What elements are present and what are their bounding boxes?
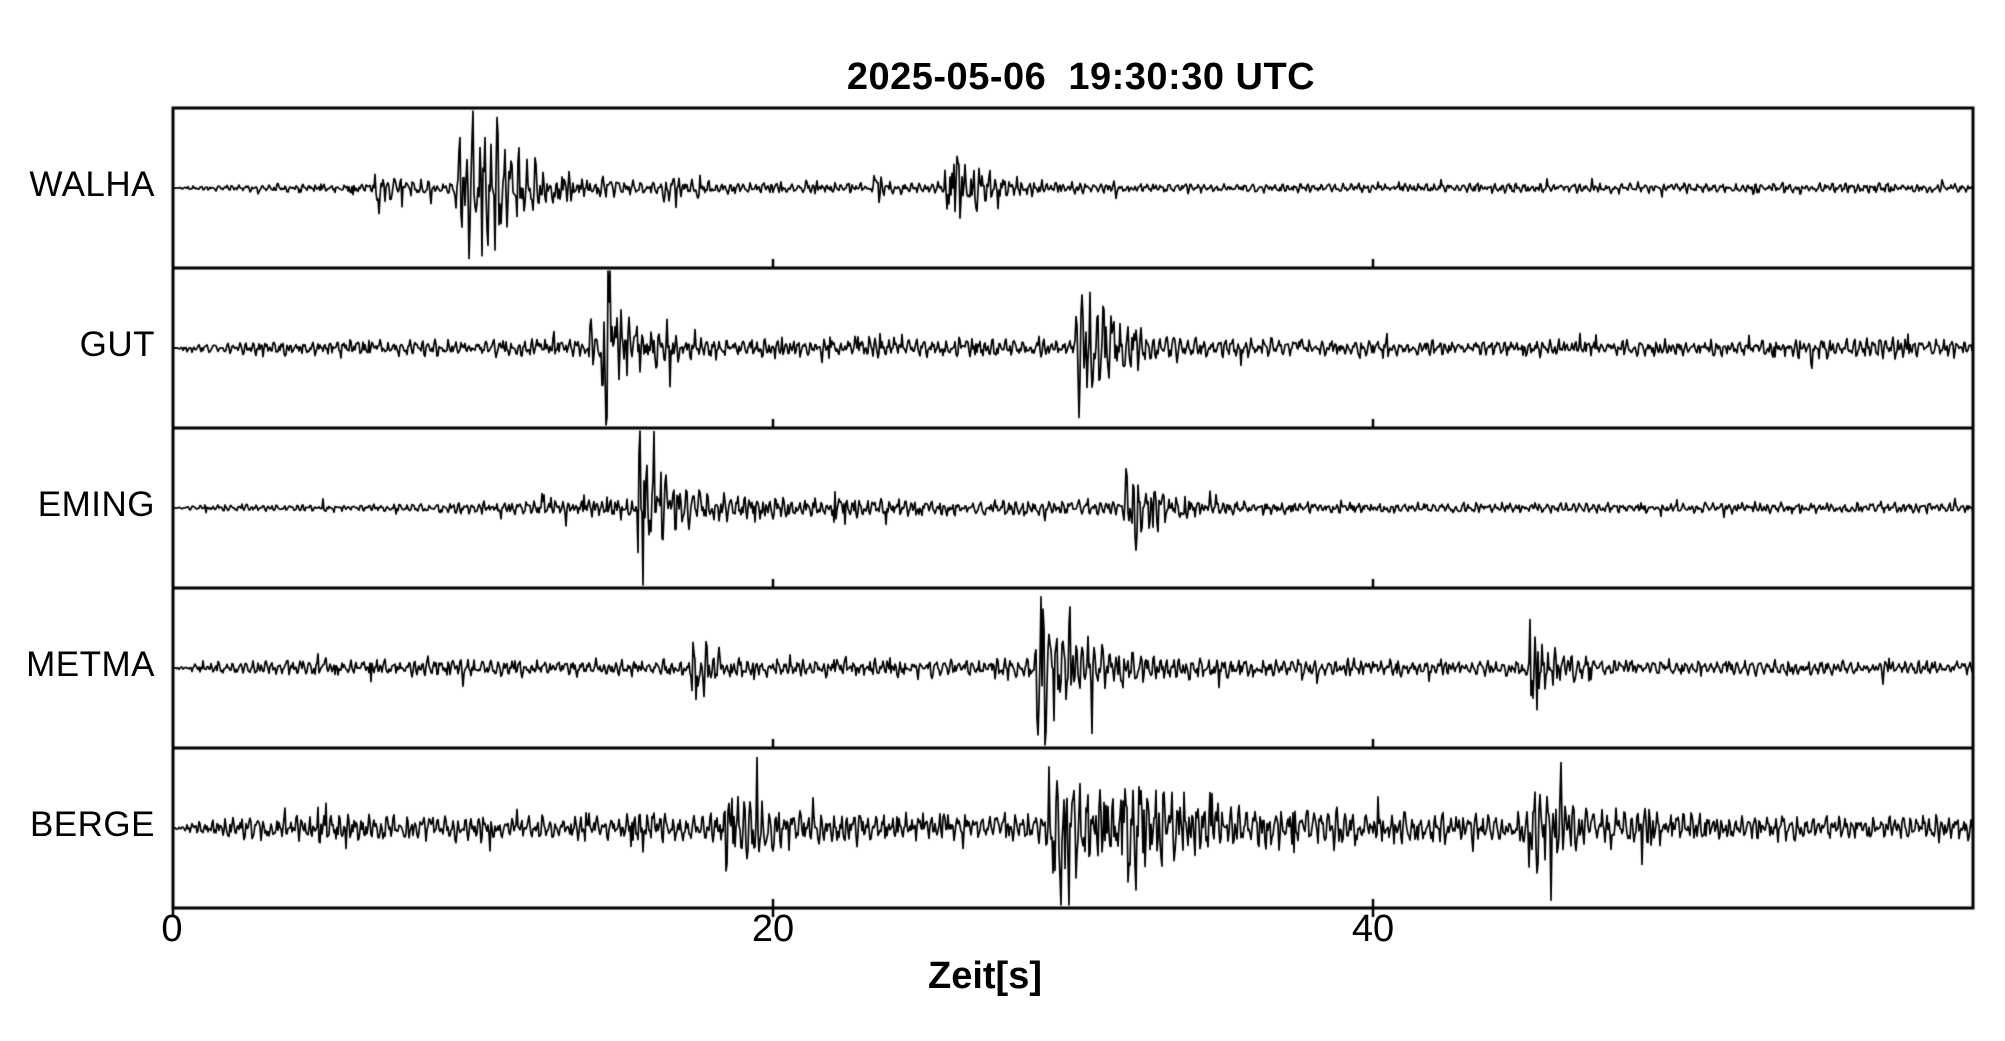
station-label-berge: BERGE [29,805,155,844]
x-axis-label: Zeit[s] [928,955,1042,997]
station-label-metma: METMA [26,645,155,684]
station-label-gut: GUT [79,325,155,364]
xtick-20: 20 [751,908,795,950]
station-label-walha: WALHA [29,165,155,204]
plot-title: 2025-05-06 19:30:30 UTC [846,56,1316,98]
station-label-eming: EMING [37,485,155,524]
xtick-40: 40 [1351,908,1395,950]
xtick-0: 0 [161,908,183,950]
